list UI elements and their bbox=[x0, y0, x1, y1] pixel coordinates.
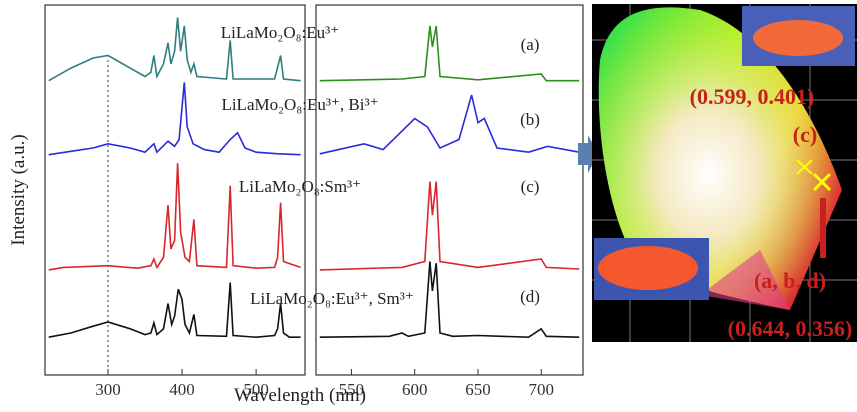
cie-diagram: (0.599, 0.401) (c) (a, b, d) (0.644, 0.3… bbox=[592, 4, 857, 342]
x-tick-label: 700 bbox=[528, 380, 554, 399]
cie-marker-bar bbox=[820, 198, 826, 258]
y-axis-label: Intensity (a.u.) bbox=[8, 134, 29, 245]
series-tag: (c) bbox=[521, 177, 540, 196]
cie-label: (0.644, 0.356) bbox=[728, 316, 853, 341]
x-tick-label: 600 bbox=[402, 380, 428, 399]
cie-label: (0.599, 0.401) bbox=[690, 84, 815, 109]
x-tick-label: 300 bbox=[95, 380, 121, 399]
series-tag: (d) bbox=[520, 287, 540, 306]
cie-label: (a, b, d) bbox=[754, 268, 826, 293]
x-axis-label: Wavelength (nm) bbox=[234, 385, 366, 406]
series-tag: (b) bbox=[520, 110, 540, 129]
spectrum-line bbox=[320, 26, 579, 81]
cie-label: (c) bbox=[793, 122, 817, 147]
series-label: LiLaMo₂O₈:Eu³⁺ bbox=[221, 23, 339, 42]
series-label: LiLaMo₂O₈:Sm³⁺ bbox=[239, 177, 361, 196]
figure: 300400500LiLaMo₂O₈:Eu³⁺LiLaMo₂O₈:Eu³⁺, B… bbox=[0, 0, 857, 407]
series-label: LiLaMo₂O₈:Eu³⁺, Sm³⁺ bbox=[250, 289, 414, 308]
photo-c-powder bbox=[753, 20, 843, 56]
spectrum-line bbox=[49, 82, 301, 154]
photo-abd-powder bbox=[598, 246, 698, 290]
x-tick-label: 400 bbox=[169, 380, 195, 399]
series-label: LiLaMo₂O₈:Eu³⁺, Bi³⁺ bbox=[221, 95, 378, 114]
series-tag: (a) bbox=[521, 35, 540, 54]
page: {"chart_data": [ {"type": "line", "xlabe… bbox=[0, 0, 857, 407]
x-tick-label: 650 bbox=[465, 380, 491, 399]
